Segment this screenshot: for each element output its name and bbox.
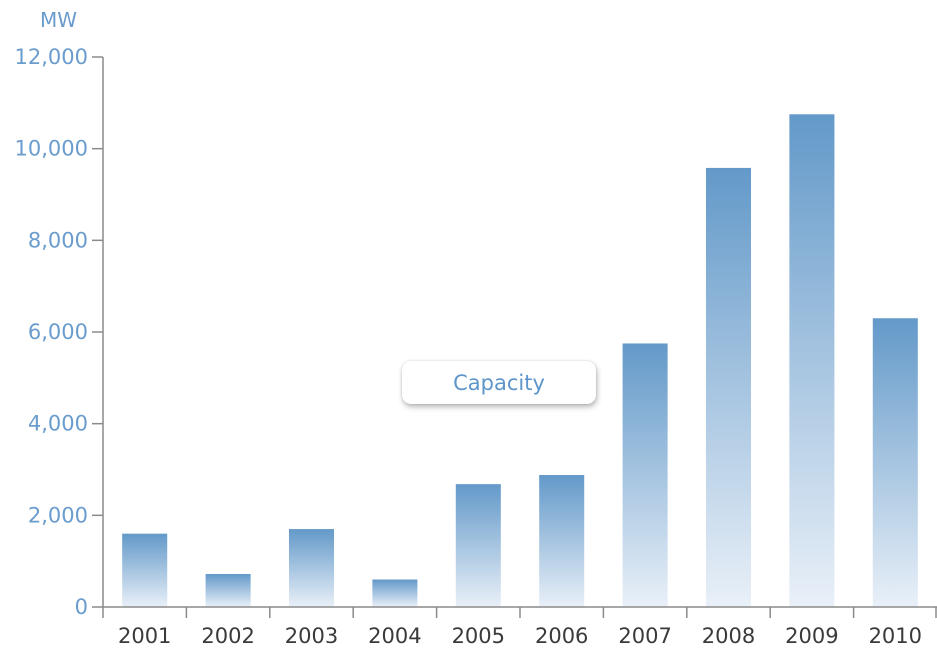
y-unit-label: MW bbox=[40, 8, 77, 32]
y-axis-ticks: 0 2,000 4,000 6,000 8,000 10,000 12,000 bbox=[15, 45, 103, 619]
bars bbox=[122, 114, 918, 608]
x-tick-label: 2010 bbox=[869, 624, 922, 648]
y-tick-label: 10,000 bbox=[15, 137, 88, 161]
x-tick-label: 2005 bbox=[452, 624, 505, 648]
bar-2003 bbox=[288, 529, 335, 607]
x-tick-label: 2003 bbox=[285, 624, 338, 648]
x-tick-label: 2008 bbox=[702, 624, 755, 648]
y-tick-label: 4,000 bbox=[28, 412, 88, 436]
bar-2010 bbox=[872, 318, 918, 607]
bar-2002 bbox=[205, 574, 251, 607]
y-tick-label: 2,000 bbox=[28, 503, 88, 527]
x-tick-label: 2004 bbox=[368, 624, 421, 648]
bar-2005 bbox=[455, 484, 501, 607]
legend-label-capacity: Capacity bbox=[453, 370, 545, 395]
x-tick-label: 2007 bbox=[618, 624, 671, 648]
legend: Capacity bbox=[402, 361, 596, 404]
y-tick-label: 8,000 bbox=[28, 228, 88, 252]
x-tick-label: 2009 bbox=[785, 624, 838, 648]
x-tick-label: 2001 bbox=[118, 624, 171, 648]
bar-2006 bbox=[539, 475, 585, 607]
y-tick-label: 0 bbox=[75, 595, 88, 619]
bar-2004 bbox=[372, 579, 418, 607]
x-tick-label: 2006 bbox=[535, 624, 588, 648]
y-tick-label: 6,000 bbox=[28, 320, 88, 344]
x-axis-ticks: 2001 2002 2003 2004 2005 2006 2007 2008 2009 2010 bbox=[102, 607, 937, 648]
x-tick-label: 2002 bbox=[201, 624, 254, 648]
bar-2008 bbox=[705, 167, 752, 607]
y-tick-label: 12,000 bbox=[15, 45, 88, 69]
bar-2007 bbox=[622, 343, 668, 607]
bar-2001 bbox=[122, 533, 168, 607]
bar-2009 bbox=[789, 114, 835, 608]
